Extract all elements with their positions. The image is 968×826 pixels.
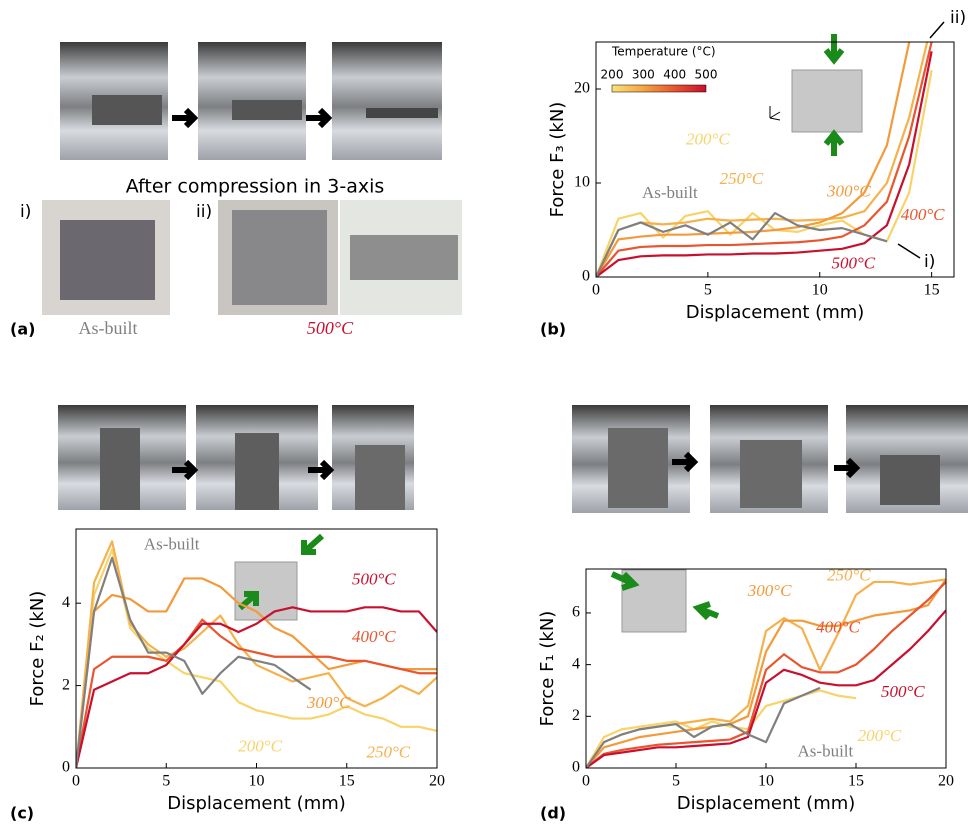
inset-d [612, 570, 718, 632]
photo-strip-d [572, 405, 968, 513]
y-tick-label: 2 [572, 707, 580, 724]
treated-label: 500°C [307, 318, 354, 338]
colorbar-tick-label: 500 [695, 68, 718, 82]
colorbar [612, 85, 706, 92]
y-tick-label: 2 [62, 676, 70, 693]
y-tick-label: 0 [582, 268, 590, 285]
colorbar-tick-label: 200 [601, 68, 624, 82]
x-tick-label: 15 [924, 282, 940, 299]
colorbar-tick-label: 400 [663, 68, 686, 82]
panel-label: (b) [540, 320, 566, 339]
panel-label: (c) [10, 804, 34, 823]
y-axis-label: Force F₁ (kN) [537, 611, 558, 727]
series-label: 250°C [720, 169, 764, 188]
chart: 200°C 250°C 300°C 400°C 500°C As-built 0 5 10 15 0… [547, 8, 966, 323]
x-tick-label: 5 [704, 282, 712, 299]
as-built-label: As-built [78, 318, 137, 338]
series-label: 500°C [831, 254, 875, 273]
y-tick-label: 20 [574, 80, 590, 97]
y-tick-label: 6 [572, 604, 580, 621]
y-axis-label: Force F₃ (kN) [547, 102, 568, 218]
series-label: 400°C [901, 205, 945, 224]
y-tick-label: 0 [62, 759, 70, 776]
x-tick-label: 10 [758, 773, 774, 790]
y-tick-label: 0 [572, 759, 580, 776]
caption: After compression in 3-axis [126, 176, 385, 198]
colorbar-label: Temperature (°C) [611, 45, 716, 59]
series-label: 300°C [306, 693, 351, 712]
series-label: 200°C [238, 736, 282, 755]
x-tick-label: 10 [249, 773, 265, 790]
x-axis-label: Displacement (mm) [677, 793, 856, 814]
colorbar-tick-label: 300 [632, 68, 655, 82]
annotation: i) [924, 252, 935, 272]
x-tick-label: 5 [162, 773, 170, 790]
y-axis-label: Force F₂ (kN) [27, 591, 48, 707]
inset-b [770, 34, 862, 156]
x-tick-label: 0 [592, 282, 600, 299]
series-label: As-built [144, 534, 200, 553]
y-tick-label: 10 [574, 174, 590, 191]
x-tick-label: 20 [429, 773, 445, 790]
series-label: 200°C [686, 130, 730, 149]
figure: After compression in 3-axis i) ii) As-bu… [0, 0, 968, 826]
x-tick-label: 15 [339, 773, 355, 790]
annotation: ii) [950, 8, 966, 28]
series-label: 400°C [816, 617, 860, 636]
y-tick-label: 4 [62, 594, 70, 611]
panel-label: (a) [10, 320, 35, 339]
panel-label: (d) [540, 804, 566, 823]
series-label: 400°C [352, 627, 396, 646]
photo-strip-c [58, 405, 414, 510]
series-label: 200°C [858, 726, 902, 745]
x-tick-label: 20 [938, 773, 954, 790]
series-label: As-built [798, 741, 854, 760]
label-ii: ii) [196, 202, 212, 222]
x-tick-label: 0 [72, 773, 80, 790]
x-tick-label: 5 [672, 773, 680, 790]
series-label: 500°C [352, 569, 396, 588]
series-label: 500°C [881, 682, 925, 701]
annotation-arrow [898, 244, 920, 258]
x-tick-label: 15 [848, 773, 864, 790]
series-label: As-built [642, 183, 698, 202]
x-axis-label: Displacement (mm) [167, 793, 346, 814]
series-label: 250°C [366, 742, 410, 761]
series-label: 300°C [747, 581, 792, 600]
annotation-arrow [930, 22, 944, 38]
x-axis-label: Displacement (mm) [686, 302, 865, 323]
y-tick-label: 4 [572, 655, 580, 672]
label-i: i) [20, 202, 31, 222]
x-tick-label: 10 [812, 282, 828, 299]
x-tick-label: 0 [582, 773, 590, 790]
series-label: 300°C [826, 181, 871, 200]
